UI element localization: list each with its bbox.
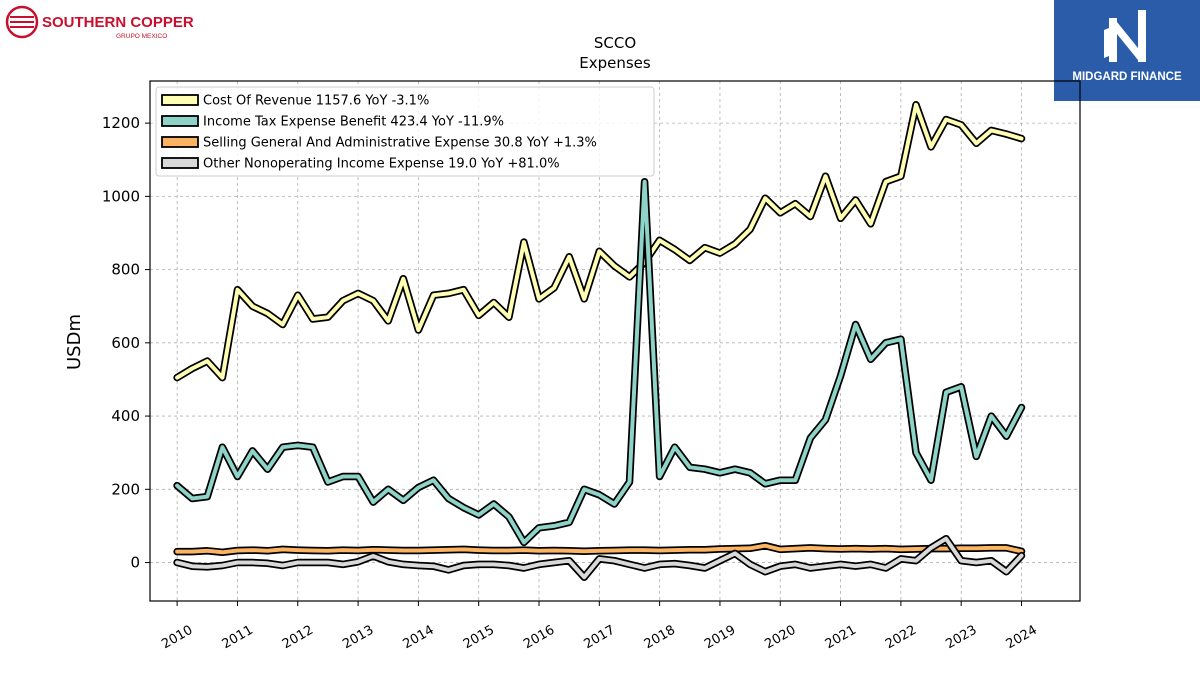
y-tick-label: 200 — [111, 480, 140, 498]
y-tick-label: 800 — [111, 261, 140, 279]
legend-label-2: Income Tax Expense Benefit 423.4 YoY -11… — [203, 115, 504, 130]
x-tick-label: 2011 — [220, 623, 256, 653]
gridlines — [150, 81, 1080, 601]
company-name: SOUTHERN COPPER — [42, 14, 194, 31]
company-subname: GRUPO MEXICO — [116, 33, 167, 40]
x-tick-label: 2017 — [581, 623, 617, 653]
x-tick-label: 2020 — [762, 623, 798, 653]
chart-title: SCCO — [594, 34, 636, 52]
series-line-2 — [175, 179, 1024, 545]
legend-swatch-3 — [161, 136, 199, 148]
x-tick-label: 2021 — [823, 623, 859, 653]
legend: Cost Of Revenue 1157.6 YoY -3.1% Income T… — [155, 86, 655, 177]
y-tick-label: 600 — [111, 334, 140, 352]
x-tick-label: 2010 — [159, 623, 195, 653]
series-line-1 — [175, 102, 1024, 380]
x-tick-label: 2022 — [883, 623, 919, 653]
publisher-name: MIDGARD FINANCE — [1072, 71, 1182, 83]
x-tick-label: 2015 — [461, 623, 497, 653]
x-tick-label: 2014 — [401, 623, 437, 653]
y-tick-label: 1200 — [102, 114, 140, 132]
x-tick-label: 2024 — [1004, 623, 1040, 653]
legend-box — [155, 86, 655, 177]
x-tick-label: 2023 — [943, 623, 979, 653]
legend-label-1: Cost Of Revenue 1157.6 YoY -3.1% — [203, 94, 429, 109]
series-line-4 — [175, 536, 1024, 580]
y-tick-label: 1000 — [102, 187, 140, 205]
x-tick-label: 2013 — [340, 623, 376, 653]
legend-label-4: Other Nonoperating Income Expense 19.0 Y… — [203, 157, 560, 172]
legend-swatch-4 — [161, 157, 199, 169]
legend-label-3: Selling General And Administrative Expen… — [203, 136, 597, 151]
legend-swatch-2 — [161, 115, 199, 127]
y-axis-label: USDm — [64, 314, 85, 370]
y-axis-ticks: 0 200 400 600 800 1000 1200 — [102, 114, 150, 572]
series-line-3 — [175, 543, 1024, 555]
series-line-outline-2 — [173, 177, 1026, 547]
x-tick-label: 2018 — [642, 623, 678, 653]
x-tick-label: 2012 — [280, 623, 316, 653]
x-tick-label: 2019 — [702, 623, 738, 653]
series-lines — [173, 101, 1026, 581]
midgard-finance-logo: MIDGARD FINANCE — [1054, 0, 1200, 101]
southern-copper-logo: SOUTHERN COPPER GRUPO MEXICO — [4, 4, 194, 44]
y-tick-label: 0 — [130, 554, 140, 572]
legend-swatch-1 — [161, 94, 199, 106]
midgard-monogram-icon — [1104, 10, 1146, 62]
plot-frame — [149, 80, 1081, 602]
copper-emblem-icon — [5, 5, 39, 39]
chart-subtitle: Expenses — [579, 54, 651, 72]
x-tick-label: 2016 — [521, 623, 557, 653]
x-axis-ticks: 2010 2011 2012 2013 2014 2015 2016 2017 2018 2019… — [159, 601, 1040, 652]
y-tick-label: 400 — [111, 407, 140, 425]
